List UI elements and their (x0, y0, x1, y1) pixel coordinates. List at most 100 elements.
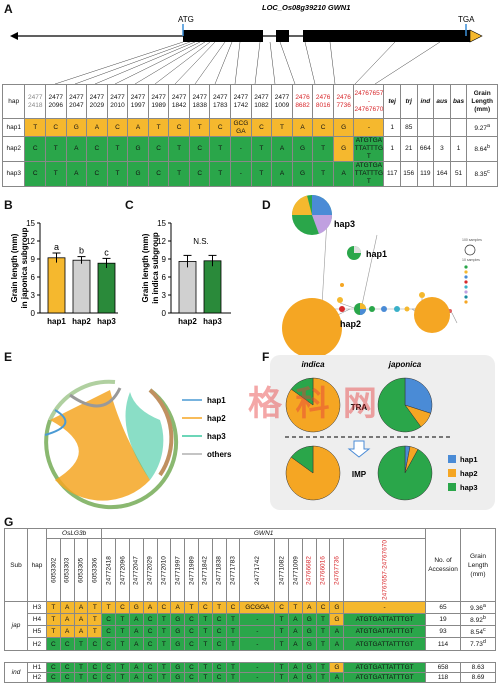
sub-header: Sub (4, 527, 28, 603)
allele-cell: C (184, 661, 199, 673)
allele-cell: T (288, 601, 303, 615)
grain-length-cell: 7.73d (460, 637, 496, 651)
sig-letter: c (482, 627, 486, 634)
pie-slice (404, 377, 433, 414)
group-header: aus (433, 84, 451, 119)
y-axis-label-line: Grain length (mm) (10, 233, 19, 302)
grain-length-cell: 9.27a (466, 118, 498, 137)
connector-line (269, 41, 276, 85)
connector-line (214, 41, 233, 85)
position-header: 24767657-24767670 (343, 538, 426, 602)
allele-cell: T (197, 625, 213, 639)
allele-cell: T (315, 671, 331, 683)
allele-cell: T (24, 118, 46, 137)
accession-header: No. of Accession (425, 527, 461, 603)
connector-line (174, 41, 216, 85)
allele-cell: T (87, 625, 103, 639)
allele-cell: C (211, 625, 227, 639)
allele-cell: A (291, 118, 314, 137)
group-header: Grain Length (mm) (466, 84, 498, 119)
accession-cell: 118 (425, 671, 461, 683)
legend-label: hap2 (460, 469, 478, 478)
allele-cell: T (87, 601, 103, 615)
allele-cell: T (225, 661, 241, 673)
legend-label: others (207, 450, 232, 459)
position-header: 24766682 (302, 538, 317, 602)
allele-cell: T (115, 661, 130, 673)
x-tick-label: hap1 (47, 317, 66, 326)
allele-cell: - (239, 661, 276, 673)
spacer-cell (5, 650, 496, 662)
allele-cell: - (239, 671, 276, 683)
allele-cell: ATGTGATTATTTGT (343, 661, 426, 673)
count-cell: 51 (449, 161, 468, 187)
allele-cell: C (24, 161, 46, 187)
legend-label: hap1 (207, 396, 226, 405)
pie-title: indica (301, 360, 325, 369)
allele-cell: T (147, 118, 170, 137)
position-text: 2477 (89, 93, 105, 101)
pie-slice (377, 377, 422, 433)
count-cell: 1 (383, 118, 401, 137)
allele-cell: T (115, 637, 130, 651)
allele-cell: C (156, 601, 172, 615)
count-cell: 1 (449, 136, 468, 162)
sig-letter: b (79, 246, 84, 256)
y-tick-label: 6 (162, 273, 167, 282)
allele-cell: T (106, 161, 129, 187)
allele-cell: C (59, 637, 75, 651)
allele-cell: T (156, 661, 172, 673)
position-text: 2477 (69, 93, 84, 101)
count-cell: 164 (433, 161, 451, 187)
allele-cell: ATGTGATTATTTGT (343, 637, 426, 651)
hap-name: H5 (27, 625, 47, 639)
allele-cell: T (188, 118, 211, 137)
y-axis-label-line: Grain length (mm) (141, 233, 150, 302)
allele-cell: T (209, 161, 232, 187)
allele-cell: ATGTGA TTATTTG T (353, 136, 385, 162)
allele-cell: C (312, 118, 334, 137)
connector-line (134, 41, 206, 85)
gene-name: LOC_Os08g39210 GWN1 (262, 3, 350, 12)
allele-cell: C (250, 118, 273, 137)
legend-swatch (464, 295, 468, 299)
allele-cell: T (46, 601, 61, 615)
header-row: Sub hap OsLG3b GWN1 No. of Accession Grain Le… (4, 527, 496, 603)
y-tick-label: 15 (26, 219, 35, 228)
hap-row: hap3 C T A C T G C T C T - T A G T A ATGTGA TTATTTG T 117 1… (1, 161, 498, 187)
accession-cell: 93 (425, 625, 461, 639)
position-header: 24772029 (143, 538, 157, 602)
hap-row: hap1 T C G A C A T C T C GCG GA C T A C G -1 85 9.27a (1, 118, 498, 137)
allele-cell: T (156, 671, 172, 683)
allele-cell: A (329, 671, 345, 683)
atg-label: ATG (178, 15, 194, 24)
hap-name: hap2 (1, 136, 26, 162)
allele-cell: G (329, 613, 345, 627)
allele-cell: T (274, 637, 290, 651)
grain-length-cell: 8.69 (460, 671, 496, 683)
allele-cell: C (59, 671, 75, 683)
position-text: 1742 (233, 101, 249, 109)
position-text: 1783 (213, 101, 228, 109)
allele-cell: T (197, 671, 213, 683)
allele-cell: G (329, 661, 345, 673)
allele-cell: C (197, 601, 213, 615)
allele-cell: C (87, 671, 103, 683)
position-header: 24772010 (157, 538, 171, 602)
panel-label-d: D (262, 198, 271, 212)
y-axis-label: Grain length (mm)in indica subgroup (141, 232, 160, 304)
position-header: 24772418 (101, 538, 116, 602)
allele-cell: A (271, 161, 293, 187)
allele-cell: T (87, 613, 103, 627)
grain-length-cell: 8.35c (466, 161, 498, 187)
legend-swatch (464, 280, 468, 284)
allele-cell: G (128, 601, 144, 615)
allele-cell: G (291, 161, 314, 187)
allele-cell: C (101, 637, 117, 651)
allele-cell: G (301, 671, 317, 683)
connector-line (94, 41, 196, 85)
legend-10: 10 samples (462, 258, 480, 262)
allele-cell: A (128, 661, 144, 673)
